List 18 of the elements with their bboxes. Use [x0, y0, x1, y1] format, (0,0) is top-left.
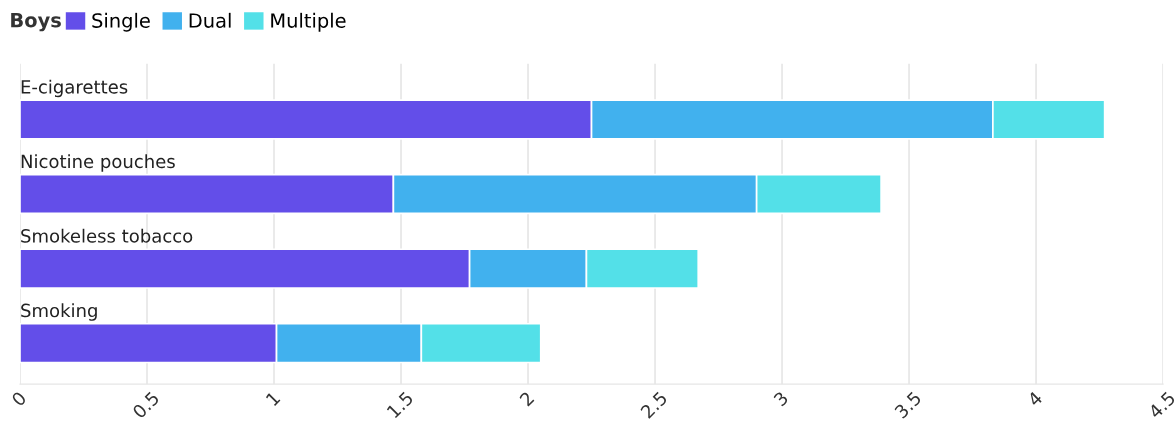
legend-title: Boys: [11, 12, 61, 32]
x-tick-label: 0: [10, 390, 27, 407]
y-tick-label: E-cigarettes: [21, 79, 128, 98]
x-tick-label: 3: [773, 390, 789, 407]
x-tick-label: 1: [265, 391, 281, 407]
y-tick-label: Nicotine pouches: [21, 154, 175, 172]
x-tick-label: 1.5: [386, 391, 414, 419]
x-tick-label: 0.5: [131, 391, 160, 420]
x-tick-label: 4.5: [1147, 391, 1176, 420]
y-tick-label: Smokeless tobacco: [21, 228, 193, 243]
legend-label: Dual: [189, 12, 231, 28]
y-tick-label: Smoking: [21, 303, 97, 321]
x-tick-label: 4: [1026, 390, 1043, 407]
x-tick-label: 2: [518, 391, 535, 407]
x-tick-label: 2.5: [639, 391, 668, 419]
legend-label: Single: [92, 12, 150, 32]
legend-label: Multiple: [271, 12, 346, 32]
x-tick-label: 3.5: [893, 391, 922, 419]
